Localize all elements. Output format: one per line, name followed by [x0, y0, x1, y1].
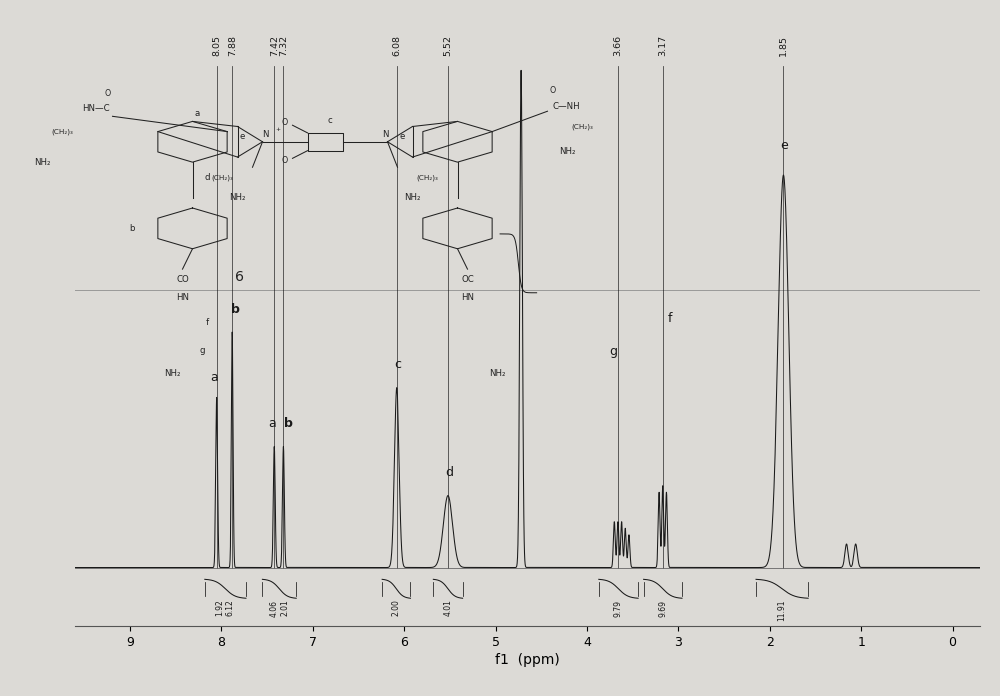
- Text: g: g: [609, 345, 617, 358]
- Text: +: +: [275, 127, 280, 132]
- Text: c: c: [395, 358, 402, 371]
- Text: a: a: [195, 109, 200, 118]
- Text: (CH₂)₃: (CH₂)₃: [417, 174, 438, 181]
- Text: 6.08: 6.08: [392, 35, 401, 56]
- Text: O: O: [282, 118, 288, 127]
- Text: 9.79: 9.79: [614, 599, 623, 617]
- Text: 2.00: 2.00: [392, 599, 401, 617]
- Text: 1.85: 1.85: [779, 35, 788, 56]
- Text: N: N: [262, 129, 268, 139]
- Text: OC: OC: [461, 275, 474, 284]
- Text: O: O: [104, 89, 111, 98]
- Text: C—NH: C—NH: [552, 102, 580, 111]
- Text: O: O: [282, 157, 288, 166]
- Text: 8.05: 8.05: [212, 35, 221, 56]
- Text: 3.66: 3.66: [614, 35, 622, 56]
- Text: 7.88: 7.88: [228, 35, 237, 56]
- Text: a: a: [210, 372, 218, 384]
- Text: 11.91: 11.91: [778, 599, 787, 621]
- Text: NH₂: NH₂: [229, 193, 246, 203]
- Text: 7.42: 7.42: [270, 35, 279, 56]
- Text: (CH₂)₃: (CH₂)₃: [212, 174, 233, 181]
- Text: (CH₂)₃: (CH₂)₃: [52, 128, 73, 135]
- Text: NH₂: NH₂: [559, 148, 576, 157]
- Text: NH₂: NH₂: [34, 158, 51, 166]
- Text: c: c: [328, 116, 332, 125]
- Text: (CH₂)₃: (CH₂)₃: [572, 123, 593, 129]
- Text: b: b: [130, 224, 135, 233]
- Text: NH₂: NH₂: [404, 193, 421, 203]
- Text: e: e: [780, 139, 788, 152]
- Text: NH₂: NH₂: [164, 369, 181, 378]
- Text: 1.92
6.12: 1.92 6.12: [215, 599, 235, 617]
- Text: d: d: [205, 173, 210, 182]
- X-axis label: f1  (ppm): f1 (ppm): [495, 654, 560, 667]
- Text: e: e: [400, 132, 405, 141]
- Text: 7.32: 7.32: [279, 35, 288, 56]
- Text: NH₂: NH₂: [489, 369, 506, 378]
- Text: f: f: [667, 313, 672, 326]
- Text: HN: HN: [461, 292, 474, 301]
- Text: CO: CO: [176, 275, 189, 284]
- Text: g: g: [200, 346, 205, 355]
- Text: b: b: [231, 303, 240, 316]
- Text: f: f: [206, 318, 209, 327]
- Text: 9.69: 9.69: [658, 599, 667, 617]
- Text: N: N: [382, 129, 388, 139]
- Text: 4.01: 4.01: [443, 599, 452, 617]
- Text: 3.17: 3.17: [658, 35, 667, 56]
- Text: HN: HN: [176, 292, 189, 301]
- Text: 5.52: 5.52: [443, 35, 452, 56]
- Text: e: e: [240, 132, 245, 141]
- Text: 6: 6: [236, 270, 244, 284]
- Text: b: b: [284, 417, 293, 430]
- Text: 4.06
2.01: 4.06 2.01: [270, 599, 289, 617]
- Text: O: O: [549, 86, 556, 95]
- Text: HN—C: HN—C: [82, 104, 110, 113]
- Text: a: a: [269, 417, 276, 430]
- Text: d: d: [445, 466, 453, 480]
